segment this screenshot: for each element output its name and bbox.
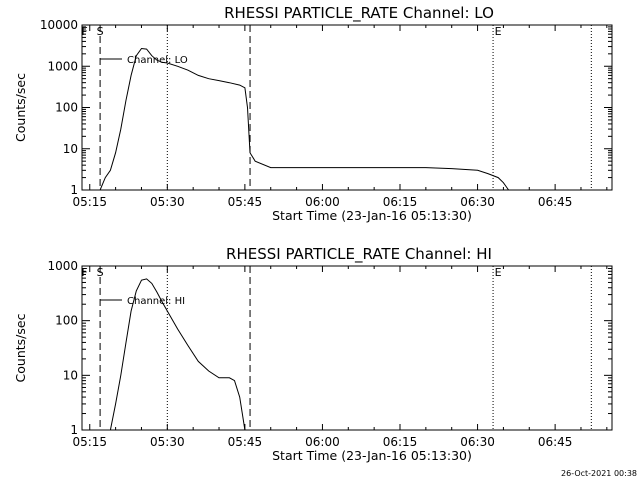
y-tick-label: 100 bbox=[55, 314, 78, 328]
x-tick-label: 05:45 bbox=[228, 195, 263, 209]
y-tick-label: 10000 bbox=[40, 18, 78, 32]
x-tick-label: 06:30 bbox=[460, 195, 495, 209]
x-tick-label: 05:15 bbox=[72, 195, 107, 209]
plot-frame bbox=[81, 265, 613, 431]
footer-timestamp: 26-Oct-2021 00:38 bbox=[561, 469, 637, 478]
x-axis-label: Start Time (23-Jan-16 05:13:30) bbox=[272, 448, 472, 463]
x-tick-label: 06:00 bbox=[305, 435, 340, 449]
y-tick-label: 1 bbox=[70, 183, 78, 197]
event-marker-e: E bbox=[495, 266, 502, 279]
event-marker-f: F bbox=[81, 266, 87, 279]
event-marker-s: S bbox=[97, 266, 104, 279]
event-marker-f: F bbox=[81, 25, 87, 38]
x-tick-label: 06:00 bbox=[305, 195, 340, 209]
series-line-1 bbox=[109, 278, 246, 431]
x-tick-label: 05:45 bbox=[228, 435, 263, 449]
panel-2: RHESSI PARTICLE_RATE Channel: HI 05:15 05:… bbox=[13, 245, 613, 463]
x-axis-label: Start Time (23-Jan-16 05:13:30) bbox=[272, 208, 472, 223]
x-tick-label: 06:15 bbox=[383, 435, 418, 449]
y-tick-label: 10 bbox=[63, 368, 78, 382]
y-tick-label: 1000 bbox=[47, 259, 78, 273]
series-line-1 bbox=[99, 47, 510, 191]
x-tick-label: 05:30 bbox=[150, 435, 185, 449]
y-tick-label: 1 bbox=[70, 423, 78, 437]
event-marker-s: S bbox=[97, 25, 104, 38]
x-tick-label: 06:15 bbox=[383, 195, 418, 209]
y-axis-label: Counts/sec bbox=[13, 313, 28, 382]
x-tick-label: 06:45 bbox=[538, 435, 573, 449]
x-tick-label: 06:45 bbox=[538, 195, 573, 209]
y-axis-label: Counts/sec bbox=[13, 73, 28, 142]
x-tick-label: 05:15 bbox=[72, 435, 107, 449]
x-tick-label: 05:30 bbox=[150, 195, 185, 209]
event-marker-e: E bbox=[495, 25, 502, 38]
chart-title: RHESSI PARTICLE_RATE Channel: HI bbox=[226, 245, 492, 264]
y-tick-label: 1000 bbox=[47, 59, 78, 73]
y-tick-label: 10 bbox=[63, 142, 78, 156]
x-tick-label: 06:30 bbox=[460, 435, 495, 449]
panel-1: RHESSI PARTICLE_RATE Channel: LO 05:15 05:… bbox=[13, 4, 613, 223]
legend-label: Channel: HI bbox=[127, 296, 185, 307]
plot-frame bbox=[81, 24, 613, 191]
chart-title: RHESSI PARTICLE_RATE Channel: LO bbox=[224, 4, 494, 23]
y-tick-label: 100 bbox=[55, 101, 78, 115]
